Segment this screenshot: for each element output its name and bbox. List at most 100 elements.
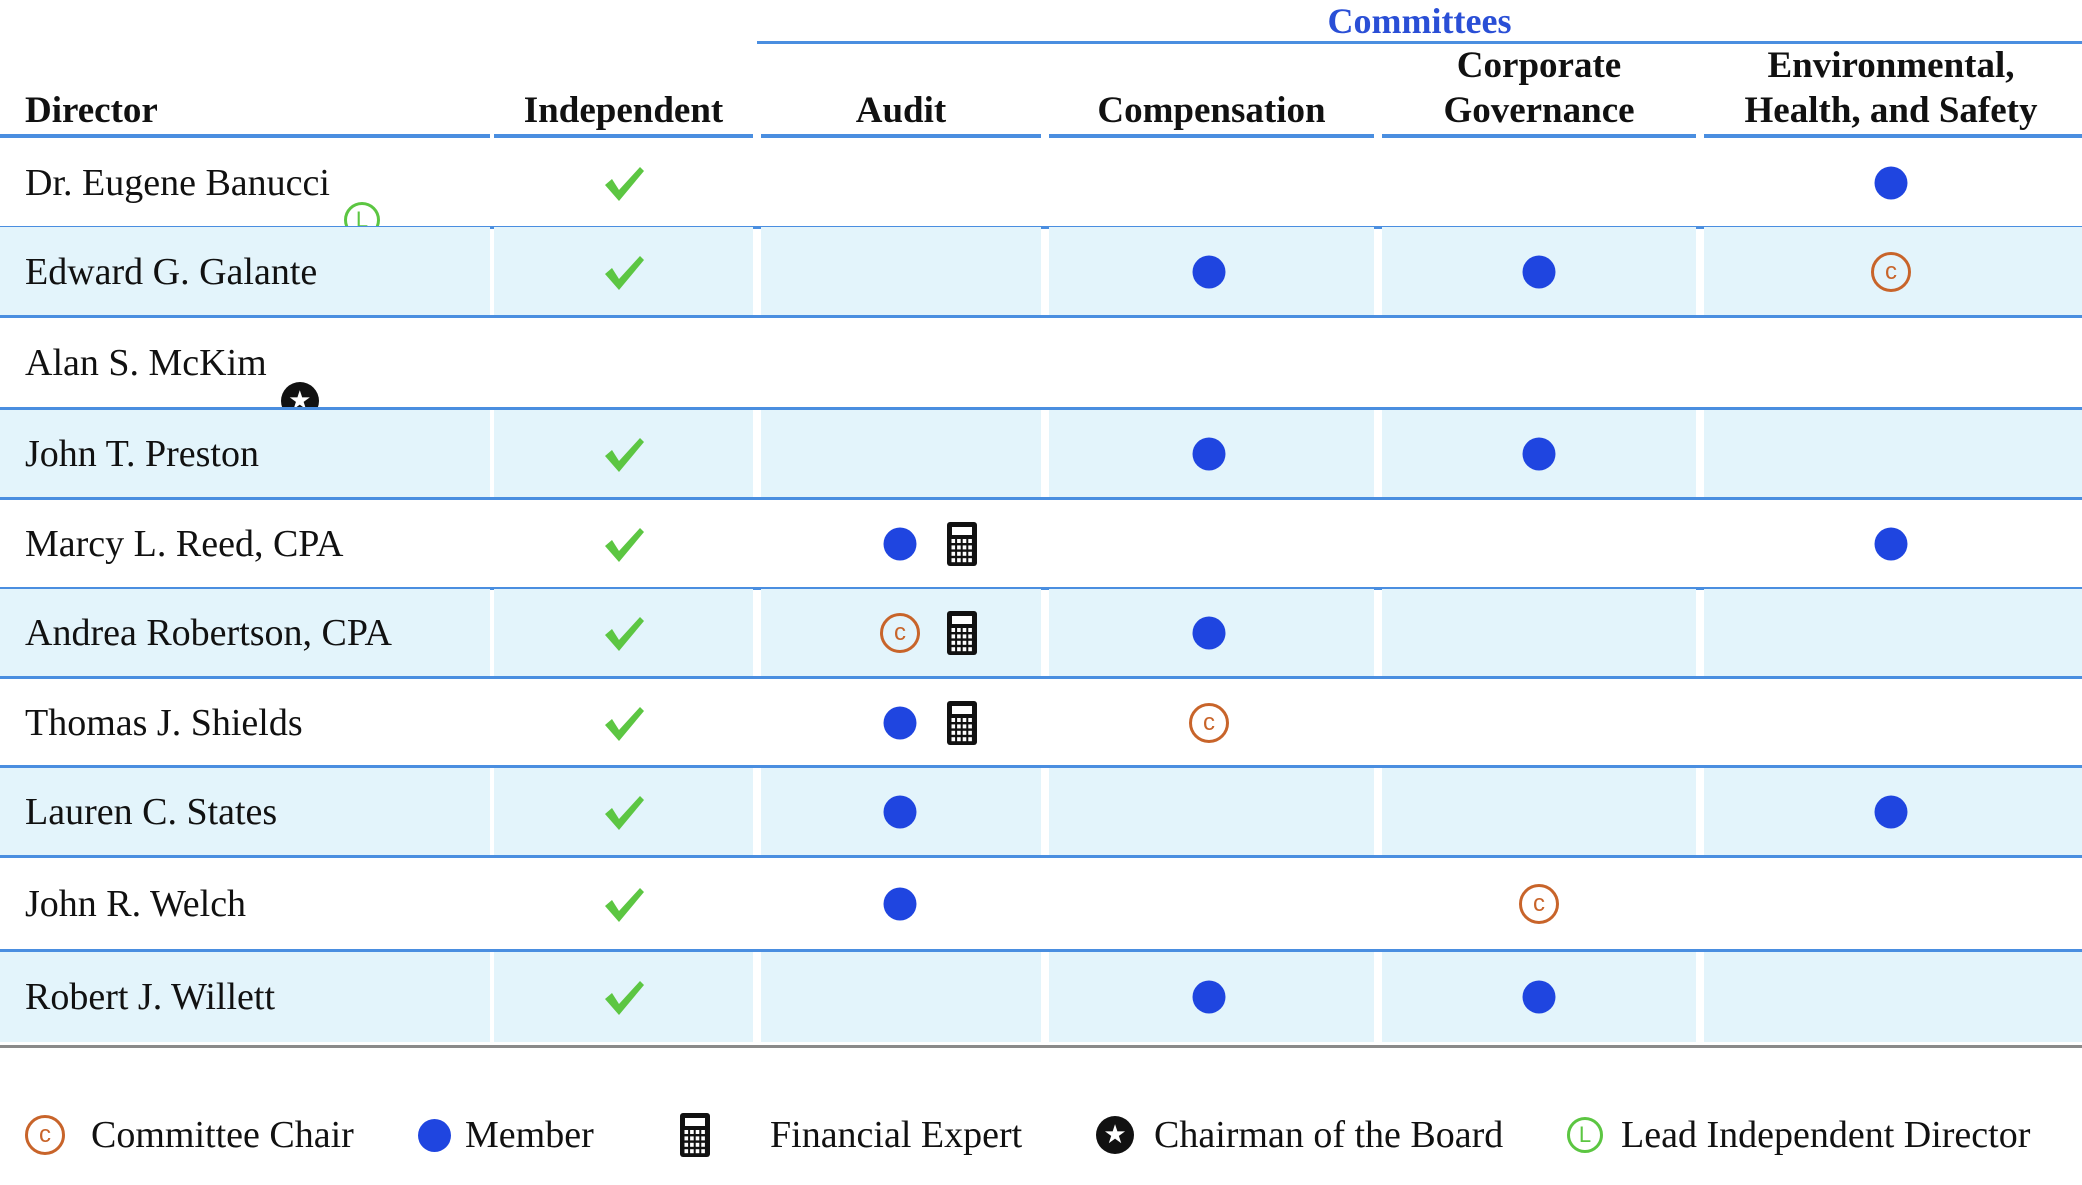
column-header-director: Director bbox=[25, 90, 158, 131]
committee-chair-icon: c bbox=[25, 1115, 65, 1155]
table-bottom-rule bbox=[0, 1045, 2082, 1048]
table-row: Dr. Eugene Banucci L bbox=[0, 138, 2082, 238]
header-rule bbox=[761, 134, 1041, 138]
star-icon: ★ bbox=[1096, 1116, 1134, 1154]
legend-label: Lead Independent Director bbox=[1621, 1114, 2031, 1156]
governance-cell bbox=[1382, 318, 1696, 408]
member-dot-icon bbox=[1874, 527, 1908, 561]
governance-cell bbox=[1382, 768, 1696, 856]
governance-cell bbox=[1382, 138, 1696, 227]
compensation-cell bbox=[1049, 500, 1374, 588]
governance-cell bbox=[1382, 679, 1696, 766]
member-dot-icon bbox=[883, 887, 917, 921]
ehs-cell bbox=[1704, 952, 2082, 1042]
row-divider bbox=[0, 949, 2082, 952]
committee-chair-icon: c bbox=[1519, 884, 1559, 924]
legend-item-lead: L Lead Independent Director bbox=[1567, 1100, 2030, 1170]
table-row: Thomas J. Shields c bbox=[0, 679, 2082, 766]
row-divider bbox=[0, 226, 2082, 229]
audit-cell bbox=[761, 227, 1041, 316]
governance-cell bbox=[1382, 952, 1696, 1042]
member-dot-icon bbox=[1522, 437, 1556, 471]
compensation-cell bbox=[1049, 768, 1374, 856]
compensation-cell bbox=[1049, 138, 1374, 227]
ehs-cell bbox=[1704, 589, 2082, 677]
legend-item-member: Member bbox=[418, 1100, 594, 1170]
governance-cell bbox=[1382, 500, 1696, 588]
committees-rule bbox=[757, 41, 2082, 44]
audit-cell bbox=[761, 768, 1041, 856]
independent-cell bbox=[494, 410, 753, 498]
ehs-cell bbox=[1704, 410, 2082, 498]
governance-cell bbox=[1382, 410, 1696, 498]
legend-label: Chairman of the Board bbox=[1154, 1114, 1504, 1156]
director-name-cell: John T. Preston bbox=[0, 410, 490, 498]
independent-cell bbox=[494, 589, 753, 677]
member-dot-icon bbox=[1192, 255, 1226, 288]
check-icon bbox=[602, 613, 646, 653]
ehs-cell bbox=[1704, 768, 2082, 856]
check-icon bbox=[602, 252, 646, 292]
row-divider bbox=[0, 587, 2082, 590]
lead-director-icon: L bbox=[1567, 1117, 1603, 1153]
table-row: Edward G. Galante c bbox=[0, 227, 2082, 316]
legend-label: Financial Expert bbox=[770, 1114, 1023, 1156]
check-icon bbox=[602, 884, 646, 924]
row-divider bbox=[0, 855, 2082, 858]
compensation-cell bbox=[1049, 410, 1374, 498]
row-divider bbox=[0, 676, 2082, 679]
header-rule bbox=[1382, 134, 1696, 138]
check-icon bbox=[602, 163, 646, 203]
compensation-cell bbox=[1049, 858, 1374, 950]
director-name: Marcy L. Reed, CPA bbox=[25, 523, 344, 565]
director-name: John R. Welch bbox=[25, 883, 247, 925]
independent-cell bbox=[494, 858, 753, 950]
independent-cell bbox=[494, 952, 753, 1042]
header-rule bbox=[0, 134, 490, 138]
member-dot-icon bbox=[1874, 166, 1908, 199]
member-dot-icon bbox=[1522, 255, 1556, 288]
calculator-icon bbox=[680, 1113, 710, 1157]
row-divider bbox=[0, 315, 2082, 318]
independent-cell bbox=[494, 679, 753, 766]
table-row: Andrea Robertson, CPA c bbox=[0, 589, 2082, 677]
compensation-cell: c bbox=[1049, 679, 1374, 766]
independent-cell bbox=[494, 227, 753, 316]
governance-cell bbox=[1382, 589, 1696, 677]
check-icon bbox=[602, 524, 646, 564]
director-name: Robert J. Willett bbox=[25, 976, 276, 1018]
legend-label: Member bbox=[465, 1114, 594, 1156]
member-dot-icon bbox=[1522, 980, 1556, 1014]
table-row: John R. Welch c bbox=[0, 858, 2082, 950]
table-row: Robert J. Willett bbox=[0, 952, 2082, 1042]
director-name-cell: Robert J. Willett bbox=[0, 952, 490, 1042]
director-name-cell: Andrea Robertson, CPA bbox=[0, 589, 490, 677]
director-name-cell: Dr. Eugene Banucci L bbox=[0, 138, 490, 238]
compensation-cell bbox=[1049, 589, 1374, 677]
committee-chair-icon: c bbox=[1871, 251, 1911, 292]
director-name-cell: Alan S. McKim ★ bbox=[0, 318, 490, 420]
legend: c Committee Chair Member Financial Exper… bbox=[0, 1100, 2082, 1170]
calculator-icon bbox=[947, 611, 977, 655]
legend-item-chair: c Committee Chair bbox=[25, 1100, 354, 1170]
governance-cell bbox=[1382, 227, 1696, 316]
director-name-cell: Marcy L. Reed, CPA bbox=[0, 500, 490, 588]
member-dot-icon bbox=[883, 527, 917, 561]
table-row: John T. Preston bbox=[0, 410, 2082, 498]
audit-cell: c bbox=[761, 589, 1041, 677]
column-header-independent: Independent bbox=[523, 90, 724, 131]
director-name: Dr. Eugene Banucci bbox=[25, 161, 330, 204]
table-row: Alan S. McKim ★ bbox=[0, 318, 2082, 420]
audit-cell bbox=[761, 679, 1041, 766]
check-icon bbox=[602, 977, 646, 1017]
audit-cell bbox=[761, 410, 1041, 498]
table-row: Lauren C. States bbox=[0, 768, 2082, 856]
member-dot-icon bbox=[1874, 795, 1908, 829]
member-dot-icon bbox=[883, 706, 917, 739]
calculator-icon bbox=[947, 522, 977, 566]
header-rule bbox=[1704, 134, 2082, 138]
director-name: John T. Preston bbox=[25, 433, 259, 475]
independent-cell bbox=[494, 138, 753, 227]
check-icon bbox=[602, 792, 646, 832]
committee-chair-icon: c bbox=[1189, 702, 1229, 743]
